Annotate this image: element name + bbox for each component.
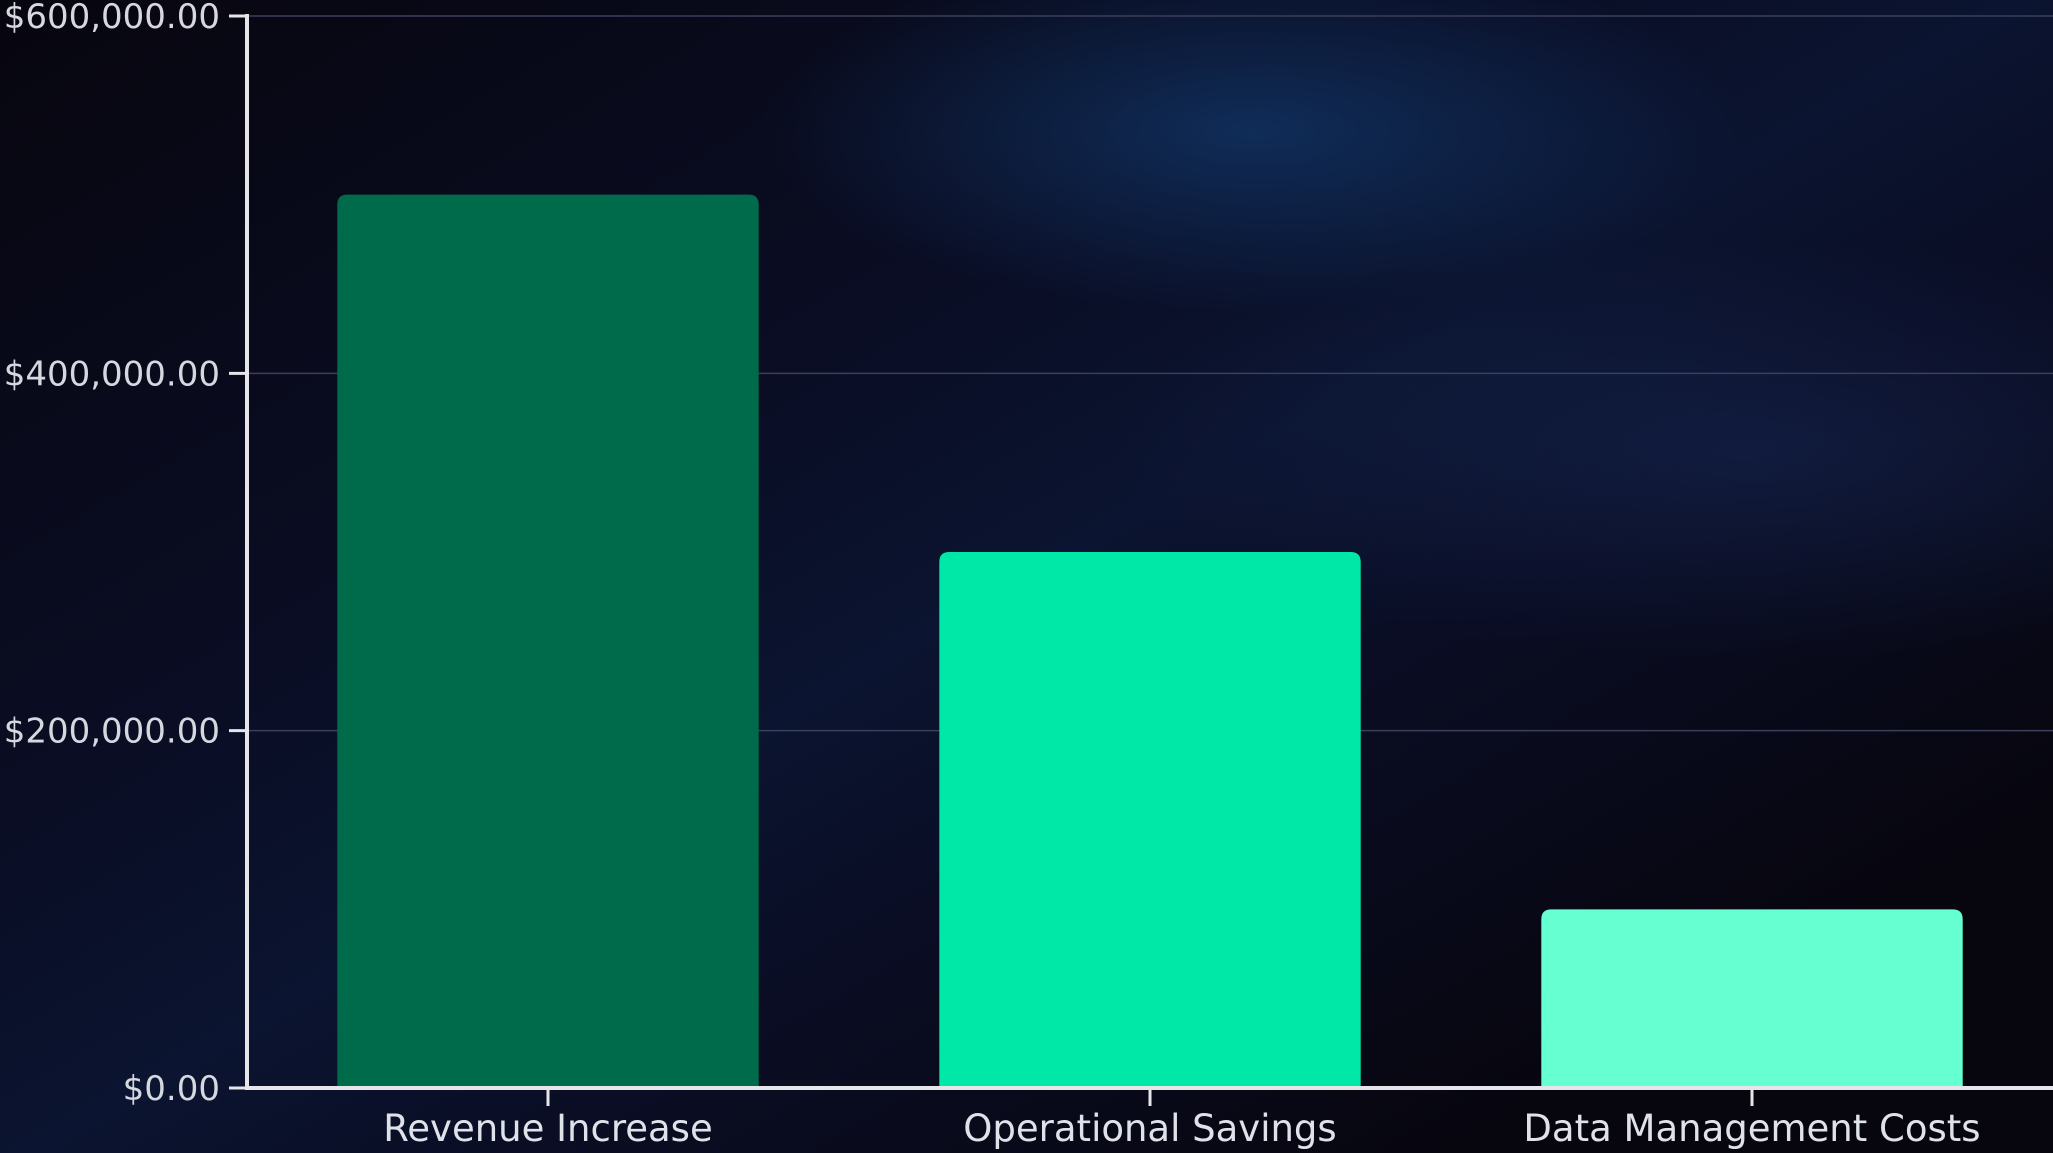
y-tick-label: $0.00: [123, 1069, 220, 1109]
x-tick-label: Revenue Increase: [383, 1107, 712, 1150]
x-axis-ticks: Revenue Increase Operational Savings Data …: [383, 1088, 1981, 1150]
x-tick-label: Data Management Costs: [1523, 1107, 1980, 1150]
bars: [337, 194, 1963, 1088]
y-axis-ticks: $0.00 $200,000.00 $400,000.00 $600,000.00: [4, 0, 247, 1109]
x-tick-label: Operational Savings: [963, 1107, 1336, 1150]
y-tick-label: $400,000.00: [4, 354, 220, 394]
bar-data-management-costs: [1541, 909, 1963, 1088]
bar-operational-savings: [939, 552, 1361, 1088]
bar-revenue-increase: [337, 194, 759, 1088]
y-tick-label: $200,000.00: [4, 712, 220, 752]
y-tick-label: $600,000.00: [4, 0, 220, 37]
